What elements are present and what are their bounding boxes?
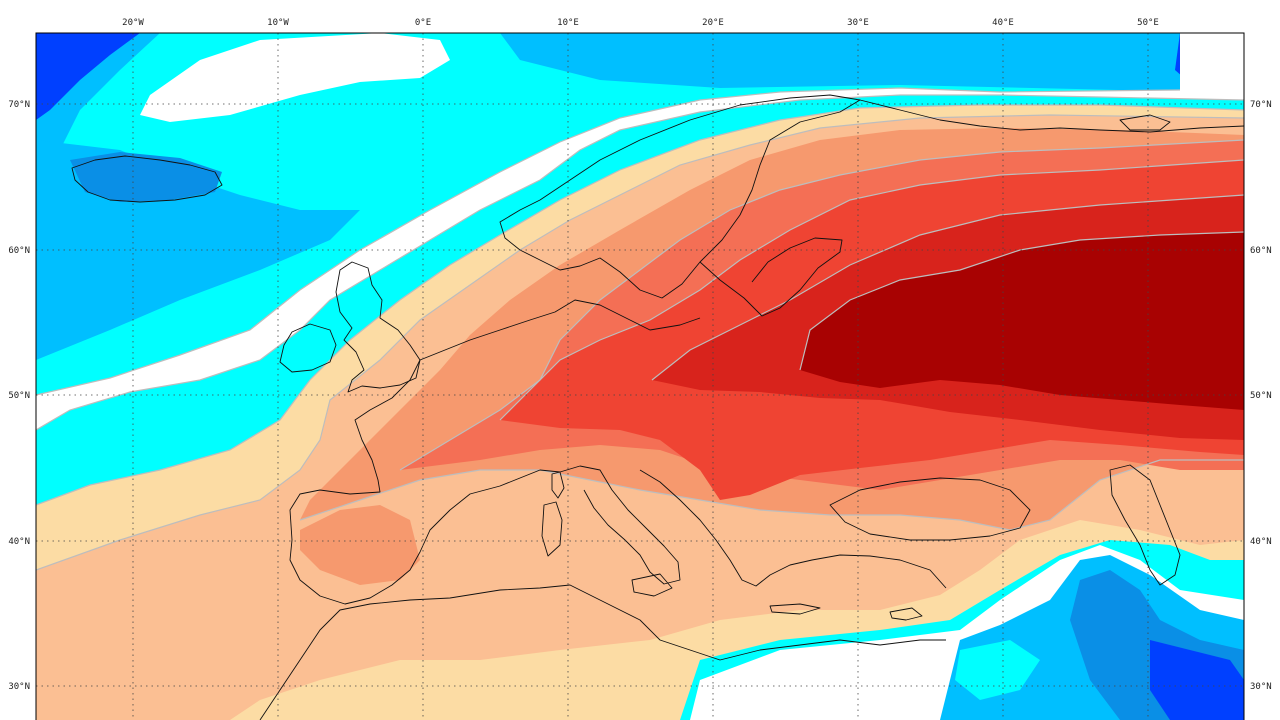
cyan-patch-mideast: [955, 640, 1040, 700]
coastline-corsica: [551, 471, 565, 499]
contour-line: [36, 94, 1244, 431]
latitude-labels-left: 70°N 60°N 50°N 40°N 30°N: [8, 100, 30, 692]
longitude-label: 10°W: [267, 18, 289, 28]
coastline-baltic: [699, 237, 843, 317]
latitude-label: 50°N: [1250, 391, 1272, 401]
coastline-crete: [769, 603, 821, 615]
salmon-zone-iberia: [300, 505, 420, 585]
latitude-labels-right: 70°N 60°N 50°N 40°N 30°N: [1250, 100, 1272, 692]
coastline-mainland-north: [419, 299, 701, 361]
coastline-north-africa: [259, 584, 946, 720]
map-frame: [35, 32, 1245, 720]
coastline-svalbard-novaya: [1119, 114, 1171, 131]
coastline-sardinia: [541, 501, 563, 557]
latitude-label: 60°N: [1250, 246, 1272, 256]
latitude-label: 40°N: [8, 537, 30, 547]
longitude-labels: 20°W 10°W 0°E 10°E 20°E 30°E 40°E 50°E: [122, 18, 1159, 28]
coastline-balkans: [639, 469, 947, 589]
white-zone-greenland-sea: [140, 33, 450, 122]
darkred-core: [800, 232, 1244, 410]
contour-line: [36, 87, 1181, 396]
contour-line: [651, 194, 1244, 381]
coastline-black-sea: [829, 477, 1031, 541]
coastline-france-iberia: [289, 359, 581, 605]
coastline-sicily: [631, 573, 673, 597]
longitude-label: 0°E: [415, 18, 431, 28]
coastline-ireland: [279, 323, 337, 373]
coastline-iceland: [71, 155, 223, 203]
latitude-label: 70°N: [8, 100, 30, 110]
arctic-band: [500, 33, 1244, 95]
longitude-label: 50°E: [1137, 18, 1159, 28]
latitude-label: 50°N: [8, 391, 30, 401]
longitude-label: 20°E: [702, 18, 724, 28]
arctic-dark-patch-west: [36, 33, 140, 120]
longitude-label: 10°E: [557, 18, 579, 28]
coastline-cyprus: [889, 607, 923, 621]
contour-line: [36, 104, 1244, 506]
latitude-label: 40°N: [1250, 537, 1272, 547]
longitude-label: 20°W: [122, 18, 144, 28]
coastline-scandinavia: [499, 94, 861, 299]
latitude-label: 30°N: [1250, 682, 1272, 692]
contour-line: [36, 114, 1244, 571]
contour-line: [499, 159, 1244, 421]
coastline-arctic-russia: [859, 99, 1244, 133]
contour-line: [299, 459, 1244, 531]
graticule: [36, 33, 1244, 720]
contour-line: [399, 139, 1244, 471]
latitude-label: 60°N: [8, 246, 30, 256]
longitude-label: 40°E: [992, 18, 1014, 28]
longitude-label: 30°E: [847, 18, 869, 28]
latitude-label: 70°N: [1250, 100, 1272, 110]
cold-patch-mideast-deep: [1150, 640, 1244, 720]
latitude-label: 30°N: [8, 682, 30, 692]
iceland-zone: [70, 152, 222, 202]
coastline-italy: [579, 465, 681, 585]
contour-line: [799, 231, 1244, 371]
coastline-caspian: [1109, 464, 1181, 586]
coastline-great-britain: [335, 261, 421, 393]
